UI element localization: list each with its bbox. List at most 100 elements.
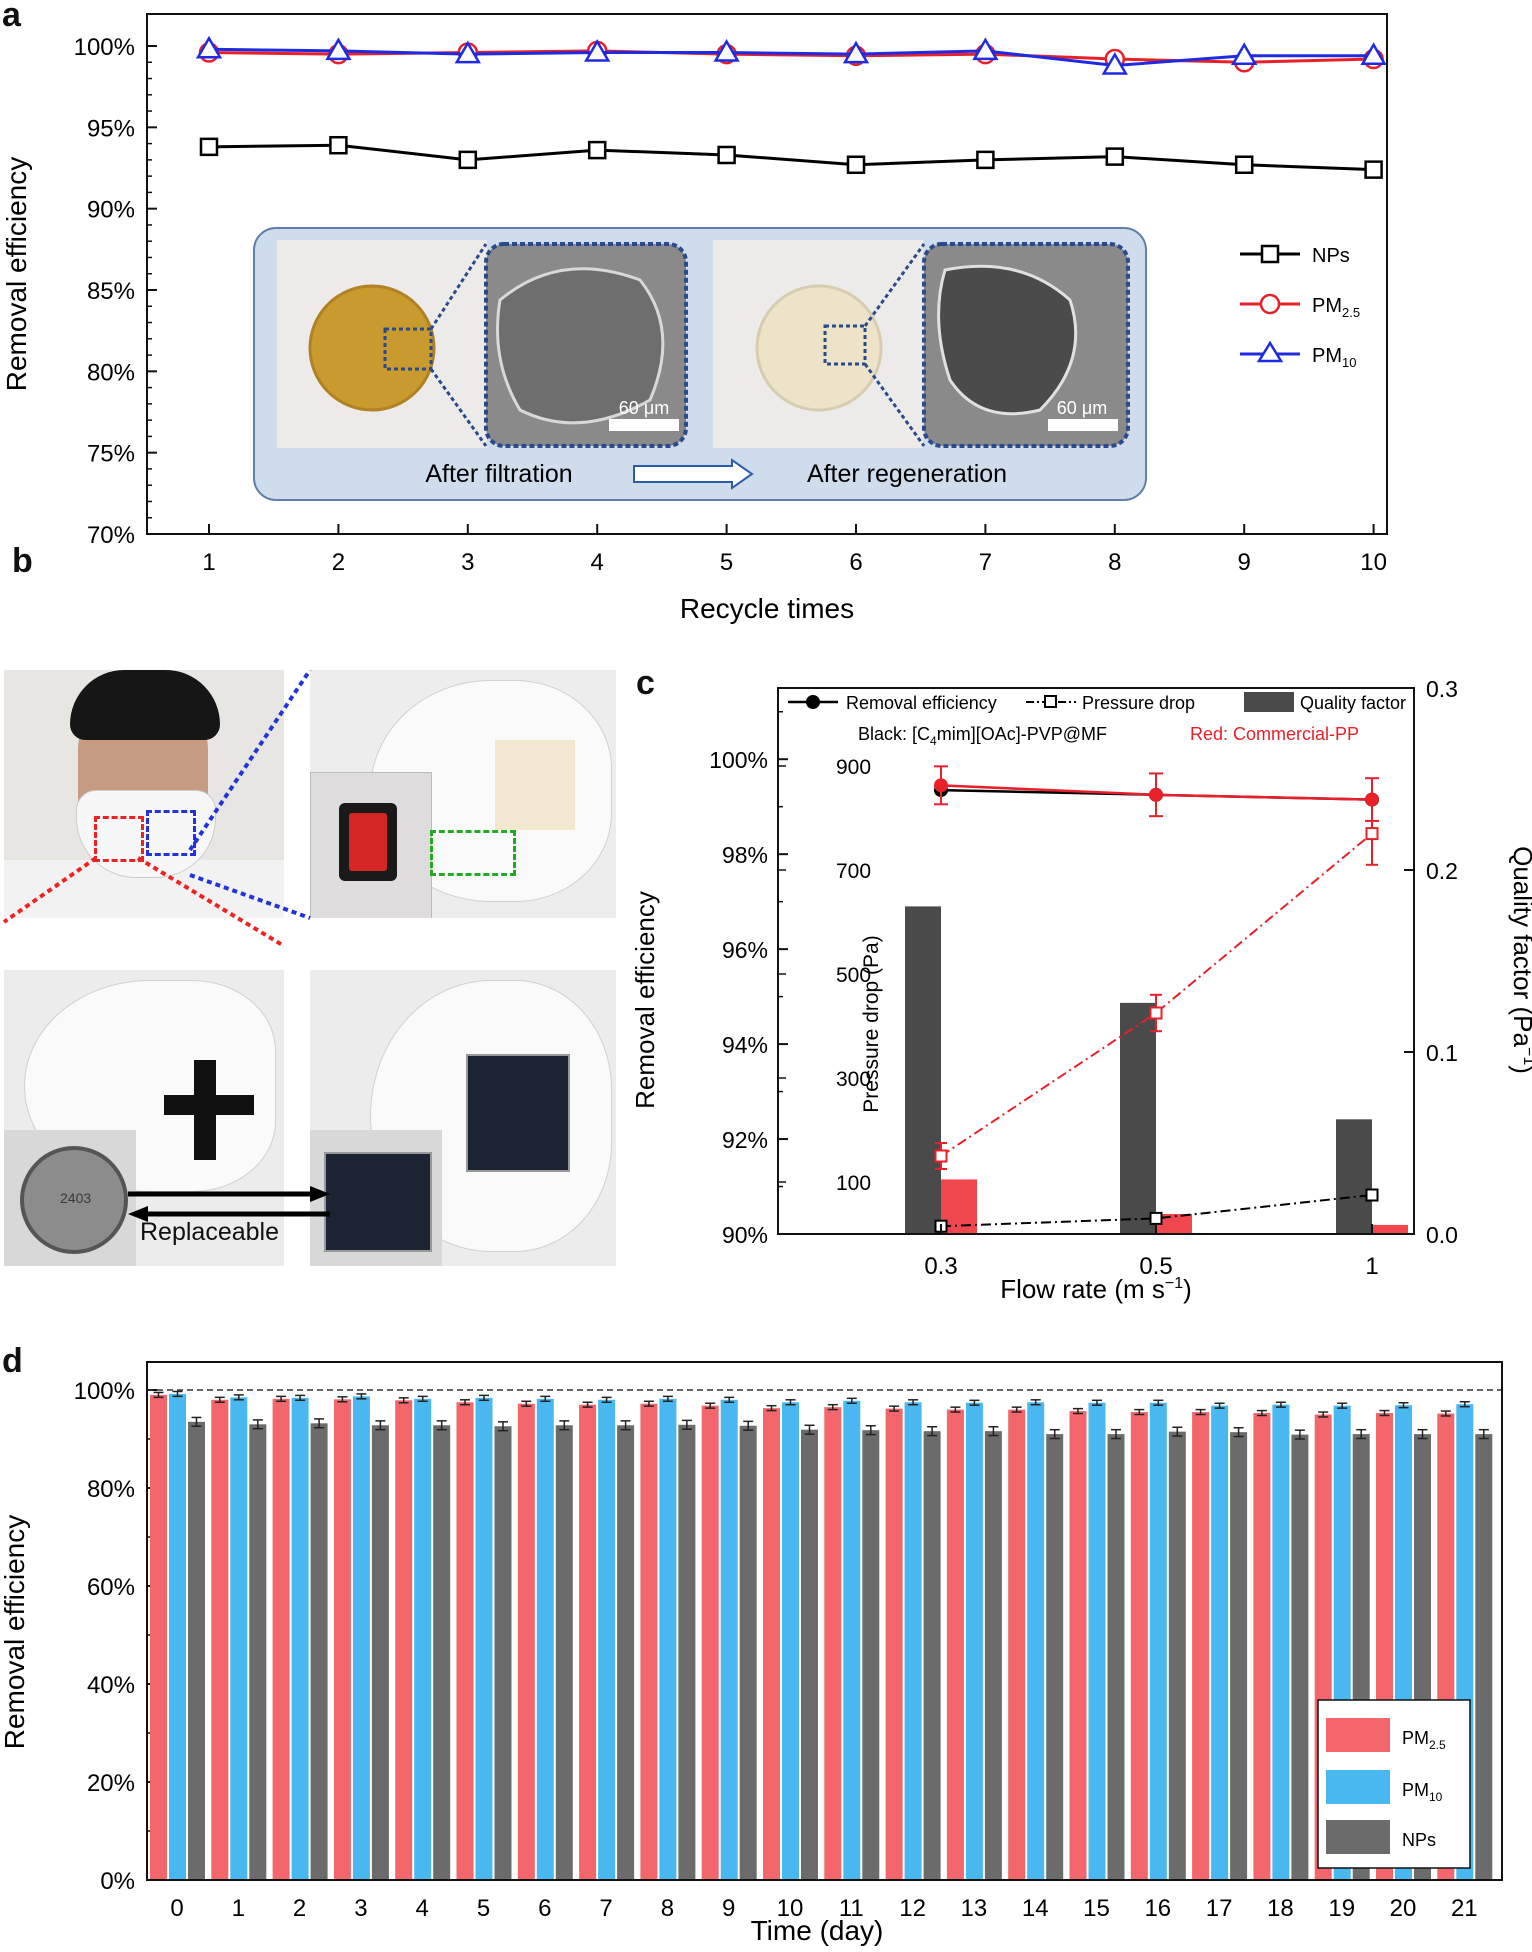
d-bar-NPs — [1291, 1434, 1309, 1880]
panel-letter-b: b — [12, 542, 33, 580]
d-bar-PM10 — [536, 1398, 554, 1880]
d-xtick-label: 3 — [354, 1895, 367, 1922]
panel-b-connectors — [2, 670, 330, 1222]
c-line-pressure — [940, 832, 1373, 1157]
c-bar-quality-mf — [1120, 1002, 1156, 1234]
d-ytick-label: 40% — [87, 1672, 135, 1699]
d-bar-PM10 — [843, 1400, 861, 1880]
d-xtick-label: 15 — [1083, 1895, 1110, 1922]
a-xtick-label: 9 — [1238, 549, 1251, 576]
d-bar-PM2.5 — [885, 1408, 903, 1880]
d-bar-PM2.5 — [1008, 1409, 1026, 1880]
d-bar-NPs — [1107, 1434, 1125, 1880]
legend-a-pm10: PM10 — [1312, 345, 1356, 370]
c-point-pressure — [1365, 1188, 1379, 1202]
d-bar-PM10 — [414, 1398, 432, 1880]
c-ytick-label: 100% — [709, 747, 768, 773]
d-xtick-label: 2 — [293, 1895, 306, 1922]
c-point-pressure — [1149, 1006, 1163, 1020]
d-bar-PM10 — [352, 1396, 370, 1880]
a-point-NPs — [199, 137, 219, 157]
a-point-NPs — [458, 150, 478, 170]
chart-a-legend: NPs PM2.5 PM10 — [1240, 244, 1360, 370]
a-point-NPs — [1105, 147, 1125, 166]
d-bar-NPs — [739, 1425, 757, 1880]
blue-dash-box — [146, 810, 196, 856]
c-ytick-label: 96% — [722, 937, 768, 963]
d-bar-PM10 — [598, 1399, 616, 1880]
legend-d-nps-marker — [1326, 1820, 1390, 1854]
d-bar-NPs — [678, 1424, 696, 1880]
person-hair — [70, 670, 220, 740]
c-y2tick-label: 0.0 — [1426, 1222, 1458, 1248]
a-point-PM10 — [1231, 42, 1258, 66]
a-point-NPs — [587, 140, 607, 160]
d-xtick-label: 7 — [599, 1895, 612, 1922]
a-point-PM10 — [325, 37, 352, 61]
a-point-PM10 — [842, 40, 870, 64]
legend-c-quality: Quality factor — [1300, 693, 1406, 713]
a-xtick-label: 2 — [332, 549, 345, 576]
d-xtick-label: 18 — [1267, 1895, 1294, 1922]
d-bar-NPs — [984, 1431, 1002, 1880]
chart-d-xlabel: Time (day) — [751, 1915, 884, 1946]
solar-panel-large — [466, 1054, 570, 1172]
d-xtick-label: 20 — [1390, 1895, 1417, 1922]
c-y2tick-label: 0.3 — [1426, 676, 1458, 702]
inset-label-filtration: After filtration — [425, 460, 572, 488]
d-bar-PM2.5 — [640, 1403, 658, 1880]
a-point-NPs — [329, 135, 348, 155]
chart-a: 70% 75% 80% 85% 90% 95% 100% 1 2 3 4 5 6 7 8 9 10 Recycl… — [1, 13, 1388, 624]
d-bar-PM10 — [230, 1397, 248, 1880]
d-xtick-label: 8 — [661, 1895, 674, 1922]
d-xtick-label: 11 — [839, 1895, 864, 1922]
d-bar-NPs — [923, 1431, 941, 1880]
a-point-PM10 — [1101, 52, 1128, 75]
d-bar-PM2.5 — [395, 1400, 413, 1880]
d-bar-PM10 — [782, 1402, 799, 1880]
d-bar-NPs — [555, 1425, 573, 1880]
d-bar-PM2.5 — [517, 1403, 535, 1880]
a-point-PM10 — [454, 40, 481, 64]
chart-d-frame — [146, 1361, 1503, 1881]
d-bar-NPs — [310, 1423, 328, 1880]
coin-battery: 2403 — [20, 1146, 128, 1254]
a-ytick-label: 70% — [87, 522, 135, 549]
legend-d-pm10-marker — [1326, 1770, 1390, 1804]
d-bar-NPs — [801, 1429, 818, 1880]
d-xtick-label: 14 — [1022, 1895, 1049, 1922]
d-ytick-label: 60% — [87, 1574, 135, 1601]
d-bar-PM2.5 — [1192, 1412, 1210, 1880]
legend-c-removal-marker — [806, 695, 820, 709]
switch-box — [310, 772, 432, 918]
d-xtick-label: 13 — [961, 1895, 988, 1922]
d-ytick-label: 100% — [74, 1378, 135, 1405]
chart-c: 90% 92% 94% 96% 98% 100% 100 300 500 700 900 0.0 0.1… — [632, 676, 1532, 1304]
c-ytick-label: 92% — [722, 1127, 768, 1153]
a-xtick-label: 7 — [979, 549, 992, 576]
a-xtick-label: 8 — [1108, 549, 1121, 576]
a-point-PM10 — [972, 37, 999, 61]
d-bar-PM2.5 — [579, 1404, 597, 1880]
scale-bar-2: 60 μm — [1057, 398, 1107, 418]
a-xtick-label: 5 — [720, 549, 733, 576]
c-ytick-label: 98% — [722, 842, 768, 868]
a-xtick-label: 10 — [1360, 549, 1387, 576]
c-point-removal — [1365, 792, 1379, 807]
tape-cross-h — [164, 1095, 254, 1115]
battery-text: 2403 — [60, 1190, 92, 1206]
chart-c-inner-ylabel: Pressure drop (Pa) — [860, 935, 883, 1112]
d-xtick-label: 17 — [1206, 1895, 1233, 1922]
c-xtick-label: 0.3 — [924, 1253, 957, 1280]
c-point-pressure — [1149, 1211, 1163, 1225]
d-bar-PM2.5 — [824, 1407, 842, 1880]
d-ytick-label: 80% — [87, 1476, 135, 1503]
d-bar-PM10 — [475, 1397, 493, 1880]
a-point-NPs — [976, 150, 995, 170]
d-bar-PM2.5 — [1069, 1411, 1087, 1880]
c-point-pressure — [934, 1149, 948, 1163]
panel-b: 2403 Replaceable — [0, 670, 620, 1270]
d-bar-PM2.5 — [272, 1398, 290, 1880]
d-bar-PM10 — [659, 1398, 677, 1880]
chart-a-xlabel: Recycle times — [680, 593, 854, 624]
